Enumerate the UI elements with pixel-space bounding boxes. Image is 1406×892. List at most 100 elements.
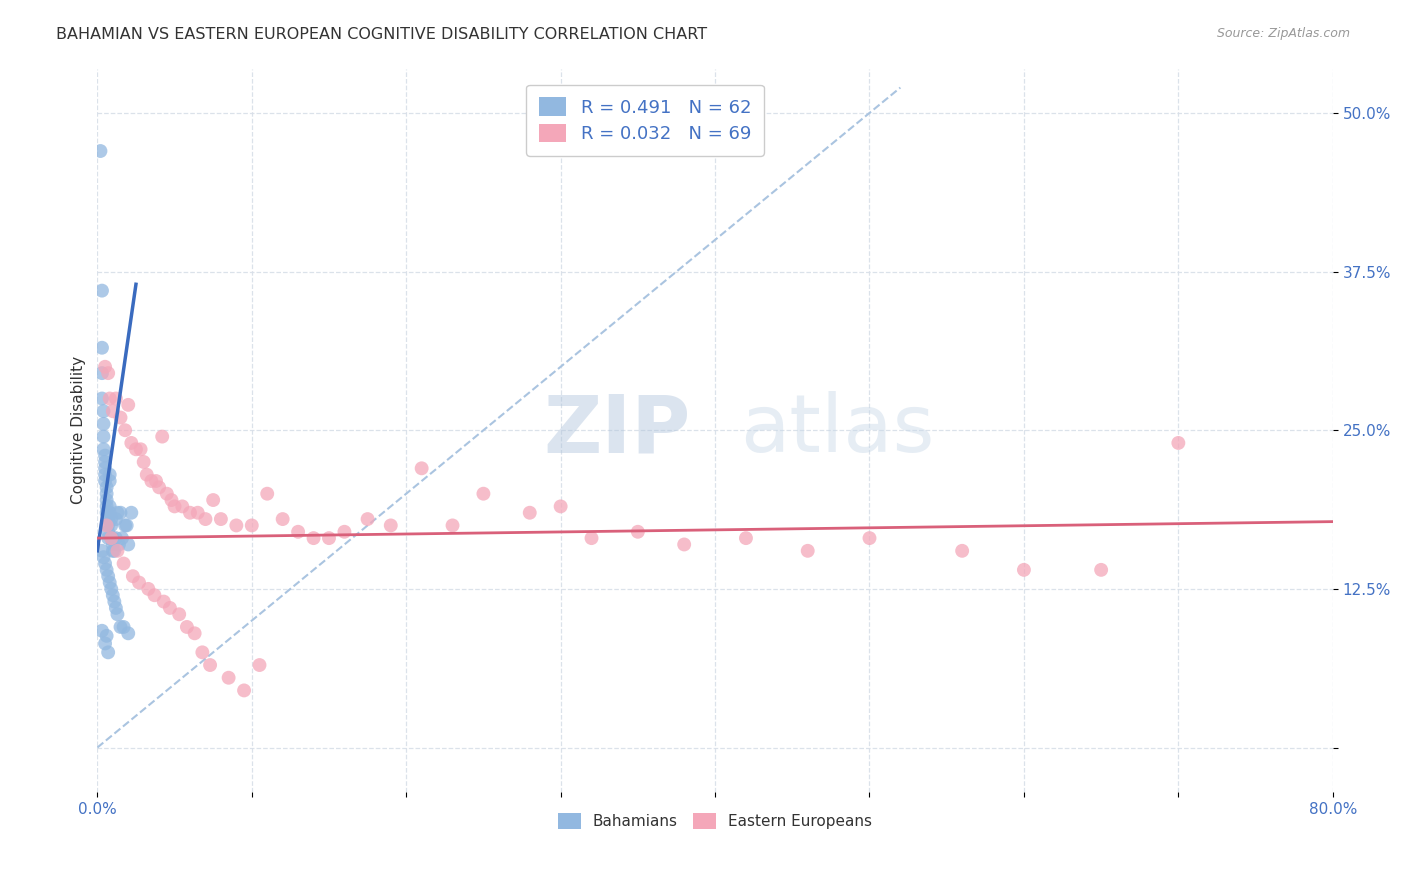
Point — [156, 486, 179, 500]
Point — [101, 537, 124, 551]
Point — [333, 524, 356, 539]
Point — [135, 467, 157, 482]
Point — [519, 506, 541, 520]
Point — [302, 531, 325, 545]
Point — [1090, 563, 1112, 577]
Point — [100, 531, 122, 545]
Point — [97, 512, 120, 526]
Point — [1167, 436, 1189, 450]
Point — [91, 392, 114, 406]
Point — [183, 626, 205, 640]
Point — [225, 518, 247, 533]
Point — [98, 500, 121, 514]
Point — [120, 506, 142, 520]
Point — [136, 582, 159, 596]
Point — [472, 486, 495, 500]
Point — [96, 500, 118, 514]
Point — [98, 575, 121, 590]
Point — [218, 671, 240, 685]
Point — [104, 531, 127, 545]
Point — [107, 544, 129, 558]
Point — [125, 442, 148, 457]
Point — [191, 645, 214, 659]
Point — [122, 569, 145, 583]
Point — [94, 467, 117, 482]
Point — [256, 486, 278, 500]
Point — [117, 626, 139, 640]
Point — [98, 506, 121, 520]
Point — [98, 392, 121, 406]
Point — [145, 474, 167, 488]
Point — [152, 594, 174, 608]
Point — [160, 493, 183, 508]
Point — [179, 506, 201, 520]
Text: ZIP: ZIP — [543, 392, 690, 469]
Point — [101, 404, 124, 418]
Point — [150, 429, 173, 443]
Point — [104, 601, 127, 615]
Point — [117, 537, 139, 551]
Point — [96, 518, 118, 533]
Point — [318, 531, 340, 545]
Point — [110, 620, 132, 634]
Point — [129, 442, 152, 457]
Point — [233, 683, 256, 698]
Point — [97, 366, 120, 380]
Point — [411, 461, 433, 475]
Point — [110, 506, 132, 520]
Point — [132, 455, 155, 469]
Point — [673, 537, 696, 551]
Point — [194, 512, 217, 526]
Point — [107, 506, 129, 520]
Point — [356, 512, 378, 526]
Point — [128, 575, 150, 590]
Text: atlas: atlas — [740, 392, 934, 469]
Point — [93, 550, 115, 565]
Point — [163, 500, 186, 514]
Point — [114, 423, 136, 437]
Point — [100, 512, 122, 526]
Point — [94, 636, 117, 650]
Point — [202, 493, 225, 508]
Y-axis label: Cognitive Disability: Cognitive Disability — [72, 356, 86, 504]
Point — [94, 557, 117, 571]
Point — [148, 480, 170, 494]
Point — [94, 474, 117, 488]
Point — [101, 531, 124, 545]
Point — [141, 474, 163, 488]
Point — [97, 524, 120, 539]
Point — [187, 506, 209, 520]
Point — [94, 359, 117, 374]
Point — [93, 417, 115, 431]
Point — [96, 486, 118, 500]
Point — [287, 524, 309, 539]
Point — [108, 537, 131, 551]
Text: Source: ZipAtlas.com: Source: ZipAtlas.com — [1216, 27, 1350, 40]
Point — [97, 569, 120, 583]
Point — [950, 544, 973, 558]
Point — [111, 531, 134, 545]
Point — [104, 392, 127, 406]
Point — [89, 144, 111, 158]
Point — [176, 620, 198, 634]
Point — [240, 518, 263, 533]
Point — [96, 493, 118, 508]
Point — [96, 563, 118, 577]
Point — [796, 544, 818, 558]
Point — [167, 607, 190, 622]
Point — [441, 518, 464, 533]
Point — [249, 658, 271, 673]
Point — [104, 512, 127, 526]
Point — [103, 544, 125, 558]
Point — [114, 518, 136, 533]
Point — [112, 620, 135, 634]
Point — [91, 544, 114, 558]
Point — [110, 410, 132, 425]
Point — [581, 531, 603, 545]
Point — [97, 645, 120, 659]
Point — [93, 404, 115, 418]
Point — [94, 449, 117, 463]
Point — [112, 557, 135, 571]
Point — [159, 601, 181, 615]
Point — [198, 658, 221, 673]
